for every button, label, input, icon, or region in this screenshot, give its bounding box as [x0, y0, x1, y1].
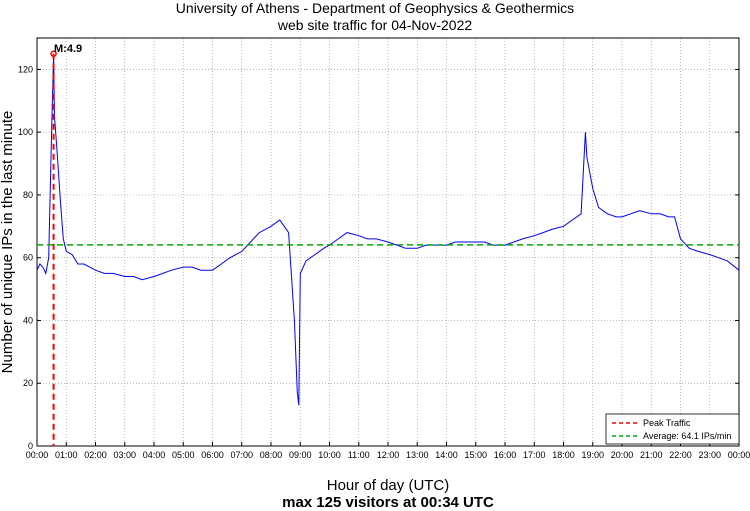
x-tick-label: 07:00 [230, 450, 253, 460]
y-axis-ticks: 0 20 40 60 80 100 120 [18, 64, 739, 451]
x-tick-label: 02:00 [84, 450, 107, 460]
x-tick-label: 10:00 [318, 450, 341, 460]
legend-box [605, 413, 740, 445]
peak-annotation: M:4.9 [54, 43, 82, 55]
x-tick-label: 22:00 [669, 450, 692, 460]
x-tick-label: 21:00 [640, 450, 663, 460]
legend-label-peak: Peak Traffic [643, 418, 691, 428]
chart-subtitle: web site traffic for 04-Nov-2022 [277, 17, 472, 33]
legend: Peak Traffic Average: 64.1 IPs/min [605, 413, 740, 445]
y-axis-label: Number of unique IPs in the last minute [0, 111, 16, 374]
x-tick-label: 15:00 [464, 450, 487, 460]
x-tick-label: 19:00 [581, 450, 604, 460]
chart-footer: max 125 visitors at 00:34 UTC [282, 494, 494, 511]
legend-label-average: Average: 64.1 IPs/min [643, 431, 731, 441]
x-tick-label: 00:00 [26, 450, 49, 460]
x-tick-label: 23:00 [698, 450, 721, 460]
x-axis-label: Hour of day (UTC) [327, 477, 450, 494]
reference-lines [37, 50, 739, 446]
y-tick-label: 0 [28, 441, 33, 451]
x-tick-label: 01:00 [55, 450, 78, 460]
x-tick-label: 05:00 [172, 450, 195, 460]
x-tick-label: 13:00 [406, 450, 429, 460]
y-tick-label: 20 [23, 378, 33, 388]
chart-title: University of Athens - Department of Geo… [176, 0, 574, 16]
series-layer [36, 53, 740, 406]
x-tick-label: 18:00 [552, 450, 575, 460]
x-tick-label: 16:00 [494, 450, 517, 460]
x-tick-label: 17:00 [523, 450, 546, 460]
x-tick-label: 00:00 [728, 450, 750, 460]
x-tick-label: 14:00 [435, 450, 458, 460]
x-tick-label: 08:00 [260, 450, 283, 460]
y-tick-label: 60 [23, 253, 33, 263]
y-tick-label: 40 [23, 315, 33, 325]
x-tick-label: 20:00 [611, 450, 634, 460]
x-tick-label: 09:00 [289, 450, 312, 460]
x-tick-label: 12:00 [377, 450, 400, 460]
x-axis-ticks: 00:00 01:00 02:00 03:00 04:00 05:00 06:00 07:00… [26, 442, 750, 460]
y-tick-label: 120 [18, 64, 33, 74]
grid-lines [37, 38, 739, 446]
y-tick-label: 80 [23, 190, 33, 200]
x-tick-label: 06:00 [201, 450, 224, 460]
peak-marker [50, 50, 57, 57]
x-tick-label: 04:00 [143, 450, 166, 460]
x-tick-label: 11:00 [348, 450, 370, 460]
series-line-traffic [36, 53, 740, 406]
y-tick-label: 100 [18, 127, 33, 137]
x-tick-label: 03:00 [113, 450, 136, 460]
